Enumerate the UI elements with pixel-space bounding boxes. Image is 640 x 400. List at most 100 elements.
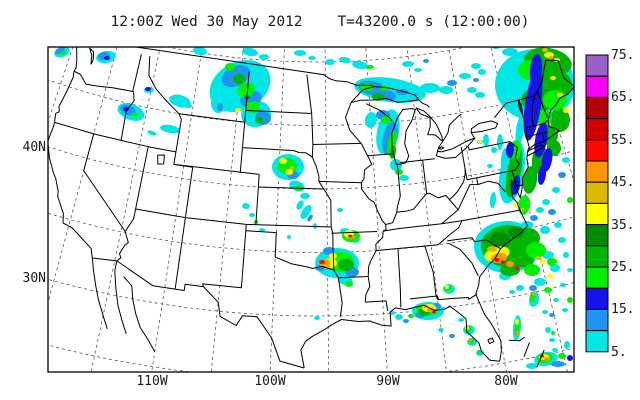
colorbar-tick-label: 55. — [611, 132, 635, 148]
radar-cell — [478, 69, 486, 75]
radar-cell — [242, 47, 258, 57]
radar-cell — [339, 56, 351, 64]
radar-cell — [516, 331, 520, 335]
border-line — [531, 95, 536, 127]
border-line — [175, 119, 182, 152]
radar-cell — [255, 117, 263, 123]
radar-cell — [515, 319, 519, 325]
radar-cell — [338, 259, 354, 271]
radar-cell — [562, 308, 568, 312]
radar-cell — [468, 338, 472, 342]
colorbar-tick-label: 15. — [611, 302, 635, 318]
border-line — [487, 337, 495, 345]
border-line — [179, 113, 245, 123]
lat-tick-label: 30N — [22, 271, 46, 286]
border-line — [331, 231, 378, 234]
border-line — [89, 47, 95, 65]
lat-tick-label: 40N — [22, 140, 46, 155]
border-line — [338, 276, 369, 279]
map-frame — [47, 46, 575, 373]
border-line — [184, 167, 194, 218]
radar-cell — [515, 115, 525, 145]
radar-cell — [467, 87, 477, 93]
border-line — [364, 224, 387, 303]
radar-cell — [60, 51, 66, 55]
border-line — [318, 180, 362, 184]
border-line — [441, 199, 459, 225]
radar-cell — [557, 93, 563, 97]
border-line — [345, 102, 362, 144]
radar-cell — [423, 59, 429, 63]
plot-title: 12:00Z Wed 30 May 2012 T=43200.0 s (12:0… — [110, 14, 530, 30]
border-line — [53, 121, 176, 153]
radar-cell — [490, 232, 510, 248]
border-line — [494, 59, 574, 119]
border-line — [114, 270, 127, 335]
border-line — [477, 180, 506, 193]
radar-cell — [313, 223, 317, 229]
radar-cell — [279, 158, 287, 164]
radar-cell — [478, 140, 482, 144]
radar-cell — [562, 157, 570, 163]
radar-cell — [169, 94, 191, 108]
border-line — [311, 157, 320, 182]
radar-cell — [395, 169, 403, 175]
radar-cell — [564, 341, 570, 349]
radar-cell — [445, 285, 449, 289]
border-line — [239, 71, 250, 173]
radar-cell — [540, 260, 546, 264]
radar-cell — [131, 112, 139, 118]
border-line — [148, 56, 182, 120]
radar-cell — [160, 124, 180, 134]
border-line — [132, 47, 373, 86]
colorbar-box — [585, 245, 609, 268]
radar-cell — [567, 268, 573, 272]
radar-cell — [567, 355, 573, 361]
radar-cell — [544, 287, 552, 293]
radar-cell — [352, 60, 368, 70]
border-line — [73, 70, 134, 93]
border-line — [245, 109, 312, 114]
border-line — [470, 120, 498, 134]
radar-cell — [551, 361, 565, 367]
radar-cell — [487, 246, 497, 252]
colorbar-box — [585, 287, 609, 310]
longitude-gridline — [90, 47, 161, 372]
radar-cell — [287, 235, 291, 239]
radar-cell — [325, 59, 335, 65]
border-line — [457, 177, 479, 211]
border-line — [383, 220, 462, 232]
lon-tick-label: 110W — [136, 374, 168, 389]
radar-cell — [560, 283, 566, 287]
radar-cell — [381, 116, 391, 124]
border-line — [48, 47, 93, 259]
radar-cell — [249, 213, 255, 217]
radar-cell — [548, 209, 556, 215]
border-line — [323, 188, 332, 228]
radar-cell — [314, 316, 320, 320]
border-line — [523, 342, 530, 357]
radar-cell — [544, 357, 550, 361]
border-line — [365, 300, 389, 312]
border-line — [91, 257, 108, 330]
radar-cell — [552, 187, 560, 193]
radar-echoes — [54, 47, 574, 369]
lon-tick-label: 90W — [376, 374, 400, 389]
radar-cell — [319, 260, 325, 264]
border-line — [385, 211, 398, 225]
border-line — [438, 146, 445, 150]
border-line — [460, 147, 468, 180]
radar-cell — [536, 207, 544, 213]
radar-cell — [123, 107, 129, 111]
colorbar-box — [585, 224, 609, 247]
border-line — [157, 154, 165, 165]
border-line — [396, 162, 401, 213]
radar-cell — [509, 290, 515, 294]
radar-cell — [399, 175, 409, 181]
longitude-gridline — [324, 47, 330, 372]
colorbar-tick-label: 35. — [611, 217, 635, 233]
radar-cell — [308, 56, 316, 60]
radar-cell — [403, 319, 409, 323]
